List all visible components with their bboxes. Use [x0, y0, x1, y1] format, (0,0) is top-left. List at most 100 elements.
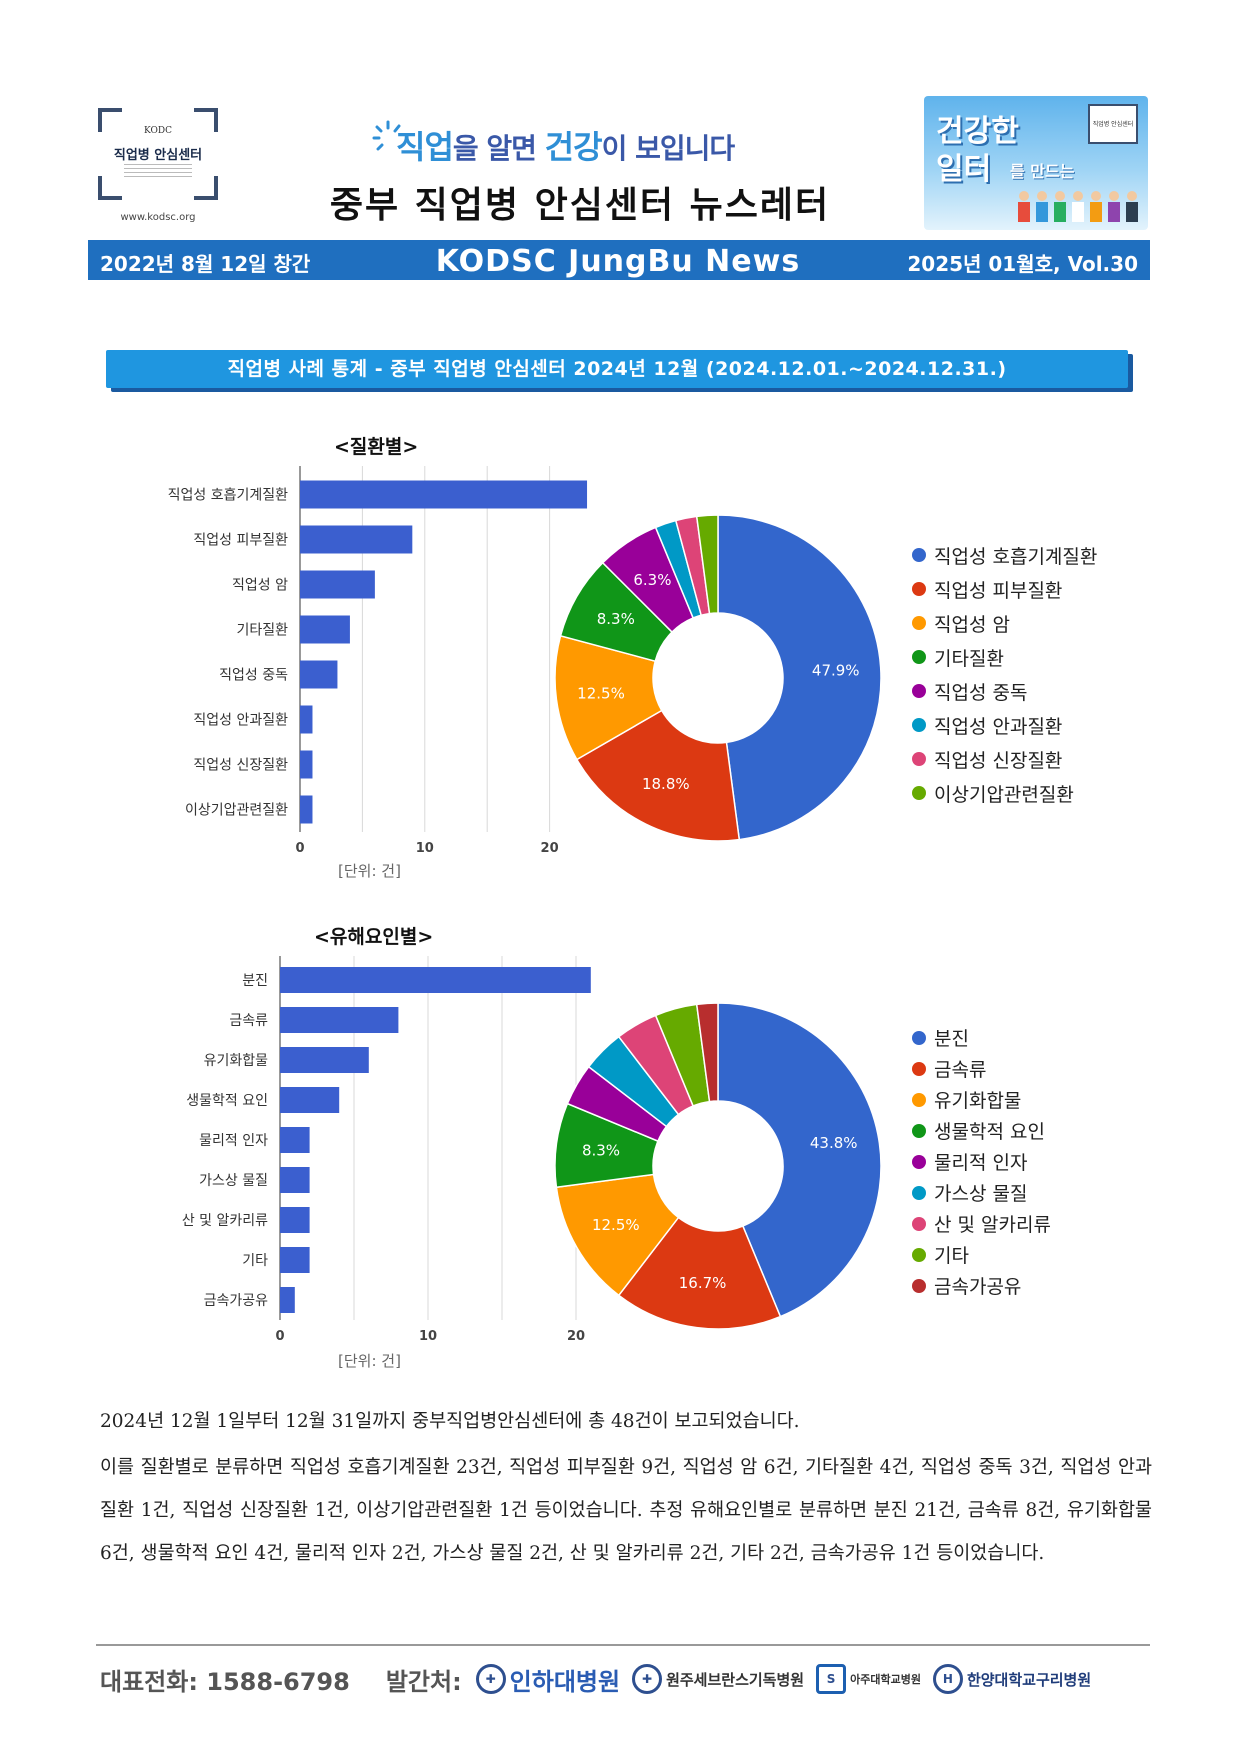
bar [280, 1207, 310, 1233]
legend-item: 금속가공유 [912, 1270, 1051, 1301]
category-label: 금속류 [229, 1013, 268, 1029]
slogan-part: 이 보입니다 [602, 132, 735, 165]
disease-chart-title: <질환별> [334, 432, 418, 459]
legend-swatch [912, 1124, 926, 1138]
badge-logo-text: 직업병 안심센터 [1090, 119, 1136, 128]
hospital-emblem-icon: S [816, 1664, 846, 1694]
hospital-name: 인하대병원 [510, 1662, 620, 1697]
hazard-unit-label: [단위: 건] [338, 1350, 401, 1371]
hospital-ajou: S 아주대학교병원 [816, 1664, 921, 1694]
bar [300, 796, 312, 824]
contact-phone: 대표전화: 1588-6798 [100, 1662, 350, 1697]
campaign-badge: 건강한 일터 를 만드는 직업병 안심센터 [924, 96, 1148, 230]
x-tick-label: 0 [275, 1329, 284, 1344]
bar [280, 1047, 369, 1073]
legend-label: 직업성 신장질환 [934, 746, 1062, 773]
legend-swatch [912, 1031, 926, 1045]
legend-swatch [912, 718, 926, 732]
slice-percent-label: 6.3% [633, 571, 671, 589]
bar [280, 1167, 310, 1193]
bar [300, 661, 337, 689]
category-label: 이상기압관련질환 [185, 803, 288, 819]
summary-paragraph-1: 2024년 12월 1일부터 12월 31일까지 중부직업병안심센터에 총 48… [100, 1404, 1152, 1440]
hospital-emblem-icon: ✚ [476, 1664, 506, 1694]
workers-illustration-icon [1014, 188, 1142, 224]
summary-text: 2024년 12월 1일부터 12월 31일까지 중부직업병안심센터에 총 48… [100, 1404, 1152, 1585]
legend-item: 이상기압관련질환 [912, 776, 1097, 810]
category-label: 직업성 중독 [219, 668, 288, 684]
legend-swatch [912, 1155, 926, 1169]
category-label: 기타질환 [236, 623, 288, 639]
legend-label: 산 및 알카리류 [934, 1210, 1051, 1237]
legend-label: 기타 [934, 1241, 969, 1268]
category-label: 직업성 피부질환 [193, 533, 288, 549]
legend-swatch [912, 1062, 926, 1076]
legend-swatch [912, 1279, 926, 1293]
legend-swatch [912, 650, 926, 664]
hospital-name: 원주세브란스기독병원 [666, 1669, 804, 1690]
stats-banner-text: 직업병 사례 통계 - 중부 직업병 안심센터 2024년 12월 (2024.… [106, 350, 1128, 388]
hospital-name: 한양대학교구리병원 [967, 1669, 1091, 1690]
bar [300, 481, 587, 509]
legend-swatch [912, 1217, 926, 1231]
logo-abbreviation: KODC [98, 126, 218, 136]
bar [280, 1247, 310, 1273]
legend-label: 이상기압관련질환 [934, 780, 1074, 807]
x-tick-label: 10 [419, 1329, 437, 1344]
legend-label: 금속류 [934, 1055, 986, 1082]
slice-percent-label: 12.5% [592, 1216, 640, 1234]
logo-small-print [124, 164, 192, 178]
legend-item: 직업성 중독 [912, 674, 1097, 708]
newsletter-english-name: KODSC JungBu News [388, 244, 848, 279]
category-label: 분진 [242, 973, 268, 989]
website-url[interactable]: www.kodsc.org [98, 212, 218, 223]
legend-label: 직업성 호흡기계질환 [934, 542, 1097, 569]
badge-logo: 직업병 안심센터 [1088, 104, 1138, 144]
legend-label: 직업성 중독 [934, 678, 1027, 705]
bar [280, 1087, 339, 1113]
legend-label: 직업성 피부질환 [934, 576, 1062, 603]
kodc-logo: KODC 직업병 안심센터 [98, 108, 218, 200]
legend-label: 분진 [934, 1024, 969, 1051]
bar [300, 706, 312, 734]
logo-corner-br [194, 176, 218, 200]
footer: 대표전화: 1588-6798 발간처: ✚ 인하대병원 ✚ 원주세브란스기독병… [100, 1656, 1154, 1702]
legend-item: 생물학적 요인 [912, 1115, 1051, 1146]
category-label: 가스상 물질 [199, 1173, 268, 1189]
legend-swatch [912, 684, 926, 698]
category-label: 직업성 호흡기계질환 [168, 488, 288, 504]
legend-label: 직업성 암 [934, 610, 1010, 637]
slice-percent-label: 18.8% [642, 775, 690, 793]
disease-bar-chart: 직업성 호흡기계질환직업성 피부질환직업성 암기타질환직업성 중독직업성 안과질… [120, 460, 610, 880]
legend-swatch [912, 752, 926, 766]
slogan-word-health: 건강 [545, 128, 602, 166]
legend-label: 유기화합물 [934, 1086, 1021, 1113]
legend-label: 기타질환 [934, 644, 1004, 671]
legend-item: 물리적 인자 [912, 1146, 1051, 1177]
legend-swatch [912, 786, 926, 800]
category-label: 생물학적 요인 [186, 1093, 268, 1109]
badge-line-2-suffix: 를 만드는 [1010, 158, 1074, 182]
legend-item: 기타질환 [912, 640, 1097, 674]
bar [280, 1127, 310, 1153]
slice-percent-label: 16.7% [679, 1274, 727, 1292]
hazard-donut-chart: 43.8%16.7%12.5%8.3% [548, 996, 888, 1336]
hospital-wonju-severance: ✚ 원주세브란스기독병원 [632, 1664, 804, 1694]
founding-date: 2022년 8월 12일 창간 [100, 248, 310, 277]
disease-donut-chart: 47.9%18.8%12.5%8.3%6.3% [548, 508, 888, 848]
legend-item: 직업성 암 [912, 606, 1097, 640]
hazard-legend: 분진금속류유기화합물생물학적 요인물리적 인자가스상 물질산 및 알카리류기타금… [912, 1022, 1051, 1301]
legend-swatch [912, 1093, 926, 1107]
bar [300, 571, 375, 599]
legend-swatch [912, 548, 926, 562]
legend-item: 기타 [912, 1239, 1051, 1270]
bar [300, 616, 350, 644]
legend-label: 직업성 안과질환 [934, 712, 1062, 739]
x-tick-label: 10 [416, 841, 434, 856]
hazard-chart-title: <유해요인별> [314, 922, 433, 949]
legend-label: 생물학적 요인 [934, 1117, 1045, 1144]
hospital-emblem-icon: ✚ [632, 1664, 662, 1694]
legend-swatch [912, 1248, 926, 1262]
hazard-bar-chart: 분진금속류유기화합물생물학적 요인물리적 인자가스상 물질산 및 알카리류기타금… [120, 956, 610, 1348]
hospital-name: 아주대학교병원 [850, 1671, 921, 1687]
